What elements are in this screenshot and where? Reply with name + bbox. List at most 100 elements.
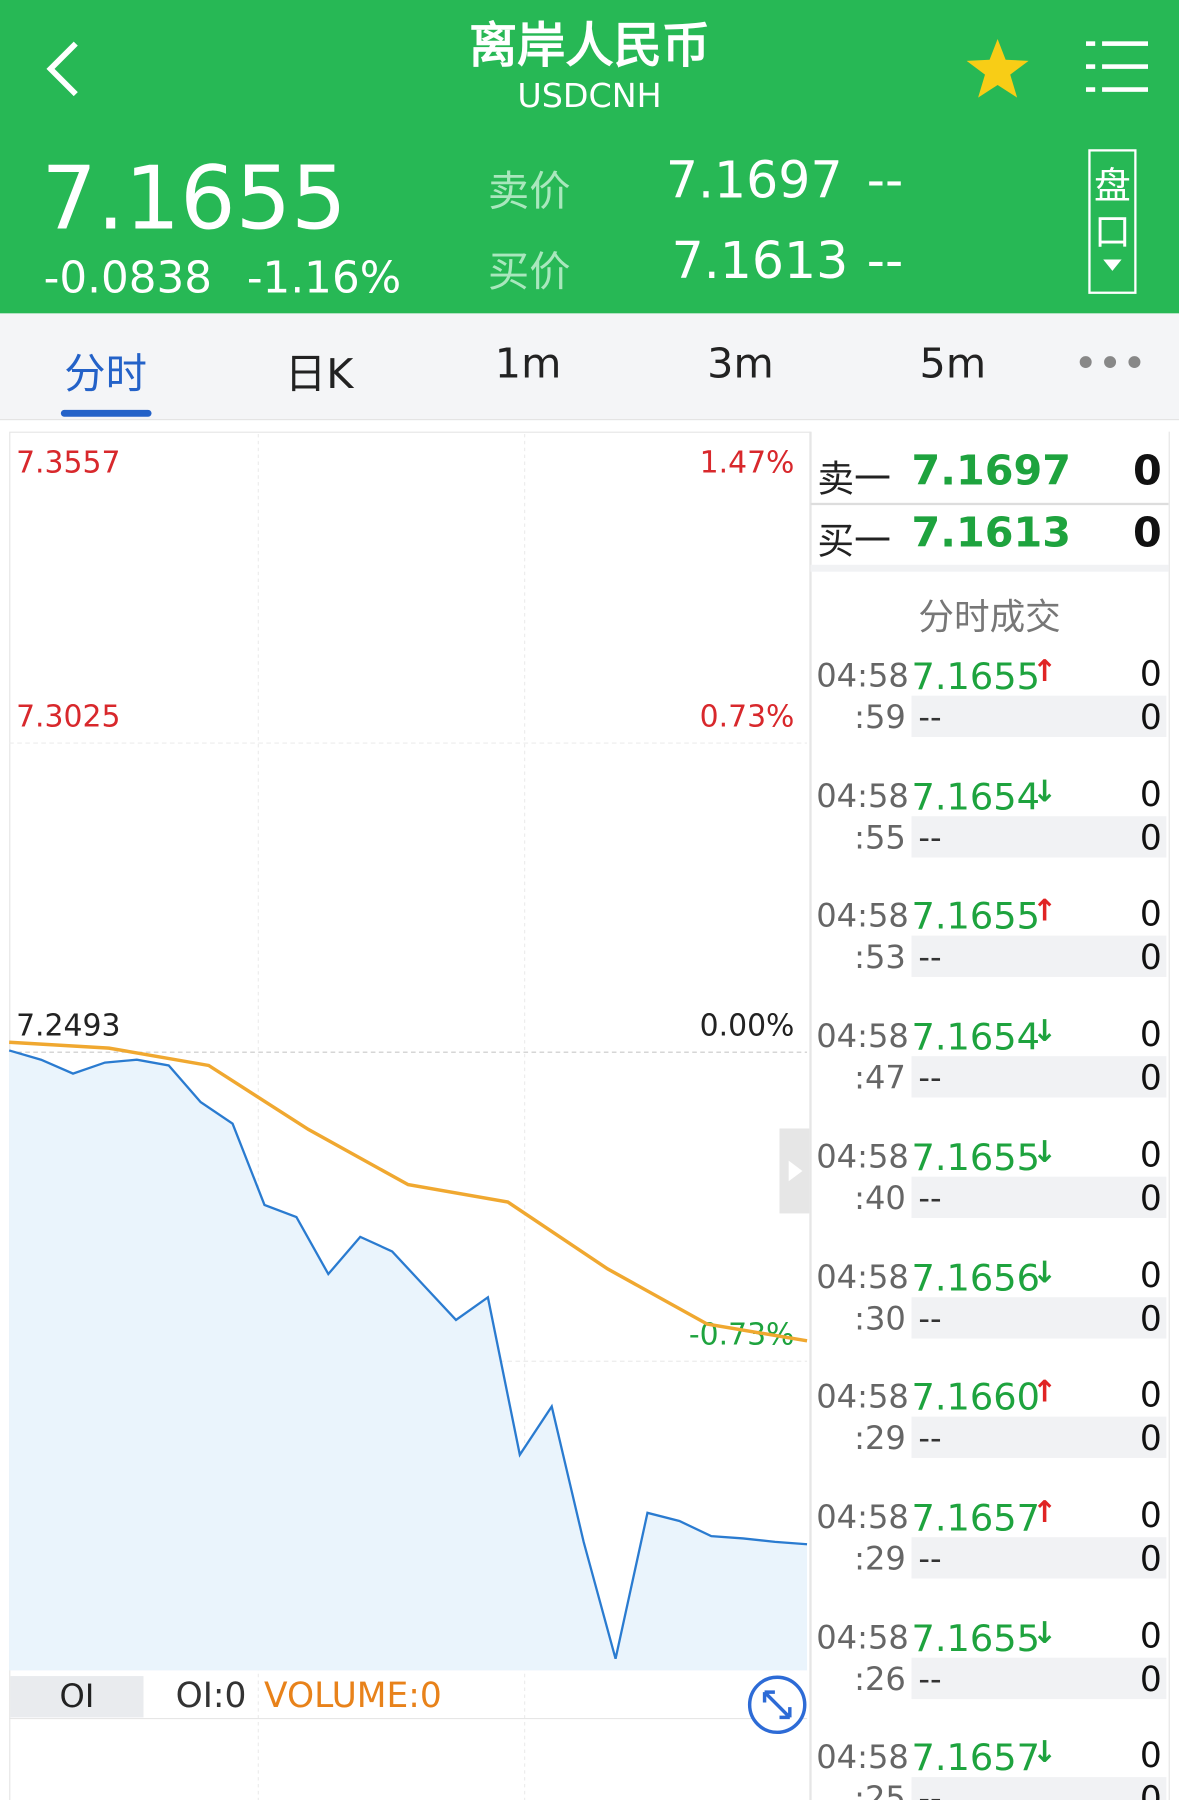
ask-extra: --	[866, 151, 904, 211]
trade-price: 7.1657	[911, 1736, 1041, 1780]
trade-time: 04:58	[816, 1738, 909, 1777]
trade-vol: 0	[1139, 1375, 1162, 1416]
tab[interactable]: 1m	[494, 340, 562, 389]
trade-time: 04:58	[816, 1377, 909, 1416]
price-area	[9, 1050, 808, 1671]
trade-vol: 0	[1139, 1255, 1162, 1296]
price-line	[8, 1049, 808, 1660]
trade-vol: 0	[1139, 1014, 1162, 1056]
trade-time: 04:58	[816, 1017, 909, 1056]
trade-sub-time: :30	[854, 1298, 906, 1337]
trade-sub-price: --	[918, 1298, 942, 1337]
trade-arrow: ↑	[1032, 894, 1058, 930]
trade-sub-price: --	[918, 1419, 942, 1458]
pct-label: 0.00%	[700, 1008, 795, 1043]
oi-tab[interactable]: OI	[10, 1676, 144, 1718]
trade-time: 04:58	[816, 1137, 909, 1176]
trade-sub-time: :53	[854, 938, 906, 977]
trade-sub-bg	[911, 1296, 1167, 1338]
ask-label: 卖价	[487, 168, 571, 216]
trade-sub-vol: 0	[1139, 1539, 1162, 1580]
trade-sub-bg	[911, 1537, 1167, 1579]
bid-label: 买价	[487, 249, 571, 297]
volume-value: VOLUME:0	[264, 1676, 442, 1717]
trade-price: 7.1656	[911, 1255, 1041, 1299]
symbol: USDCNH	[517, 75, 662, 115]
back-button[interactable]	[41, 39, 87, 99]
tab[interactable]: 日K	[284, 351, 354, 399]
tab[interactable]: 分时	[64, 351, 147, 399]
trade-vol: 0	[1139, 894, 1162, 935]
trade-sub-time: :29	[854, 1419, 906, 1458]
trade-price: 7.1655	[911, 894, 1041, 939]
trade-sub-time: :26	[854, 1659, 906, 1698]
trade-sub-price: --	[918, 1779, 942, 1800]
trade-sub-vol: 0	[1139, 818, 1162, 859]
bid1-price: 7.1613	[911, 509, 1071, 557]
bid-price: 7.1613	[671, 231, 849, 291]
chart: 7.35571.47%7.30250.73%7.24930.00%7.1961-…	[8, 433, 808, 1800]
trade-sub-bg	[911, 1777, 1167, 1800]
trade-sub-price: --	[918, 697, 942, 736]
oi-value: OI:0	[175, 1676, 247, 1717]
pct-label: 1.47%	[700, 445, 795, 480]
trades-title: 分时成交	[918, 596, 1061, 639]
trade-arrow: ↑	[1032, 1375, 1058, 1410]
favorite-star[interactable]	[964, 37, 1031, 101]
depth-label: 盘口	[1094, 164, 1131, 254]
trade-sub-vol: 0	[1139, 938, 1162, 979]
bid-extra: --	[866, 231, 904, 291]
trade-time: 04:58	[816, 1498, 909, 1536]
y-tick-label: 7.3025	[16, 699, 120, 734]
trade-arrow: ↓	[1032, 1135, 1058, 1170]
trade-price: 7.1654	[911, 774, 1041, 819]
change-pct: -1.16%	[246, 252, 402, 304]
trade-time: 04:58	[816, 776, 909, 815]
menu-button[interactable]	[1086, 39, 1150, 96]
trade-time: 04:58	[816, 1618, 909, 1657]
trade-vol: 0	[1139, 1135, 1162, 1176]
trade-sub-time: :59	[854, 697, 906, 736]
bid1-label: 买一	[817, 518, 891, 563]
trade-price: 7.1657	[911, 1495, 1041, 1540]
expand-button[interactable]	[746, 1674, 808, 1736]
ask-price: 7.1697	[665, 151, 843, 211]
tab-underline	[60, 409, 152, 417]
change: -0.0838	[43, 252, 213, 304]
trade-price: 7.1655	[911, 1615, 1041, 1660]
tab[interactable]: 3m	[707, 340, 774, 389]
trade-arrow: ↓	[1032, 1014, 1058, 1050]
trade-time: 04:58	[816, 1257, 909, 1296]
title: 离岸人民币	[468, 17, 711, 74]
trade-sub-time: :47	[854, 1058, 906, 1097]
tab[interactable]: •••	[1073, 340, 1147, 389]
header: 离岸人民币 USDCNH 7.1655 -0.0838 -1.16% 卖价 7.…	[0, 0, 1179, 314]
trade-vol: 0	[1139, 1495, 1162, 1536]
tab[interactable]: 5m	[919, 340, 987, 389]
trade-sub-bg	[911, 1176, 1167, 1218]
depth-button[interactable]: 盘口	[1088, 149, 1137, 294]
trade-vol: 0	[1139, 654, 1162, 695]
trade-price: 7.1655	[911, 1135, 1041, 1179]
trade-sub-vol: 0	[1139, 1178, 1162, 1219]
trade-arrow: ↓	[1032, 1615, 1058, 1651]
trade-sub-bg	[911, 815, 1167, 858]
panel-toggle[interactable]	[779, 1128, 810, 1214]
trade-sub-price: --	[918, 1659, 942, 1698]
trade-arrow: ↑	[1032, 1495, 1058, 1531]
trade-price: 7.1655	[911, 654, 1041, 698]
trade-sub-bg	[911, 1416, 1167, 1459]
trade-arrow: ↓	[1032, 774, 1058, 809]
trade-price: 7.1654	[911, 1014, 1041, 1059]
trade-sub-time: :55	[854, 818, 906, 857]
trade-vol: 0	[1139, 1615, 1162, 1657]
trade-arrow: ↓	[1032, 1255, 1058, 1290]
trade-sub-price: --	[918, 1539, 942, 1578]
order-panel: 卖一 7.1697 0 买一 7.1613 0 分时成交 04:58 7.1655…	[809, 431, 1170, 1800]
trade-sub-vol: 0	[1139, 1058, 1162, 1099]
average-line	[9, 1040, 808, 1343]
trade-sub-price: --	[918, 1058, 942, 1097]
trade-sub-vol: 0	[1139, 1419, 1162, 1460]
trade-arrow: ↑	[1032, 654, 1058, 689]
